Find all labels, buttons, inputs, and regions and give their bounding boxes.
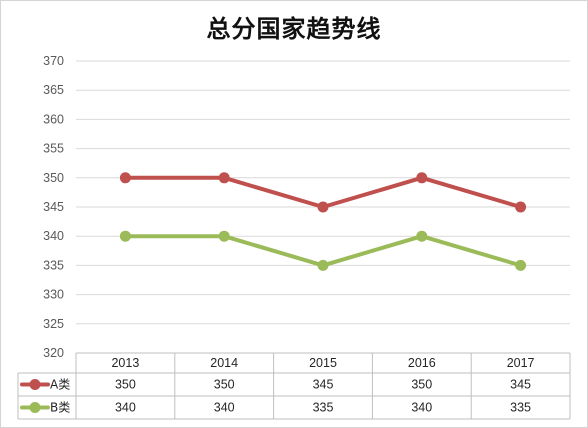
- series-b-point-2013: [119, 230, 131, 242]
- table-header-2017: 2017: [507, 356, 535, 370]
- series-b-value-2017: 335: [510, 401, 531, 415]
- y-tick-label-365: 365: [43, 83, 64, 97]
- table-header-2015: 2015: [309, 356, 337, 370]
- series-a: [119, 172, 527, 213]
- series-a-point-2016: [416, 172, 428, 184]
- series-a-point-2015: [317, 201, 329, 213]
- series-a-point-2014: [218, 172, 230, 184]
- y-tick-label-330: 330: [43, 288, 64, 302]
- y-tick-label-325: 325: [43, 317, 64, 331]
- y-tick-label-340: 340: [43, 229, 64, 243]
- y-tick-label-335: 335: [43, 258, 64, 272]
- series-a-point-2013: [119, 172, 131, 184]
- legend-marker-series-b: [29, 402, 41, 413]
- series-a-value-2017: 345: [510, 378, 531, 392]
- data-table: 2013 2014 2015 2016 2017 350 350 345 350 345 A类 340…: [17, 352, 571, 420]
- series-b-point-2016: [416, 230, 428, 242]
- series-b-point-2017: [515, 259, 527, 271]
- y-tick-label-320: 320: [43, 346, 64, 360]
- y-axis-tick-labels: 320 325 330 335 340 345 350 355 360 365 370: [43, 54, 64, 360]
- series-b: [119, 230, 527, 271]
- series-b-value-2016: 340: [411, 401, 432, 415]
- y-tick-label-350: 350: [43, 171, 64, 185]
- series-a-value-2015: 345: [313, 378, 334, 392]
- y-tick-label-345: 345: [43, 200, 64, 214]
- series-a-value-2016: 350: [411, 378, 432, 392]
- series-b-value-2015: 335: [313, 401, 334, 415]
- gridlines: [76, 60, 570, 354]
- table-header-2016: 2016: [408, 356, 436, 370]
- series-b-point-2015: [317, 259, 329, 271]
- series-a-value-2013: 350: [115, 378, 136, 392]
- y-tick-label-355: 355: [43, 142, 64, 156]
- legend-marker-series-a: [29, 379, 41, 390]
- table-header-2013: 2013: [111, 356, 139, 370]
- y-tick-label-360: 360: [43, 112, 64, 126]
- series-b-point-2014: [218, 230, 230, 242]
- series-b-value-2013: 340: [115, 401, 136, 415]
- legend-label-series-a: A类: [50, 378, 70, 392]
- legend-label-series-b: B类: [50, 401, 70, 415]
- series-a-point-2017: [515, 201, 527, 213]
- chart-title: 总分国家趋势线: [206, 15, 382, 43]
- y-tick-label-370: 370: [43, 54, 64, 68]
- table-header-2014: 2014: [210, 356, 238, 370]
- series-b-value-2014: 340: [214, 401, 235, 415]
- series-a-value-2014: 350: [214, 378, 235, 392]
